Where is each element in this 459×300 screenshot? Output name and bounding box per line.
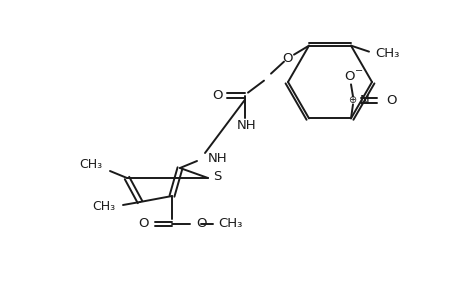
Text: −: − — [354, 66, 362, 76]
Text: N: N — [359, 94, 369, 107]
Text: CH₃: CH₃ — [92, 200, 115, 214]
Text: CH₃: CH₃ — [374, 47, 398, 60]
Text: NH: NH — [237, 119, 256, 132]
Text: S: S — [213, 169, 221, 182]
Text: O: O — [139, 218, 149, 230]
Text: CH₃: CH₃ — [78, 158, 102, 172]
Text: O: O — [282, 52, 293, 65]
Text: O: O — [212, 89, 223, 102]
Text: O: O — [344, 70, 354, 83]
Text: O: O — [196, 218, 206, 230]
Text: NH: NH — [207, 152, 227, 164]
Text: CH₃: CH₃ — [218, 218, 242, 230]
Text: ⊕: ⊕ — [347, 95, 355, 105]
Text: O: O — [385, 94, 396, 107]
